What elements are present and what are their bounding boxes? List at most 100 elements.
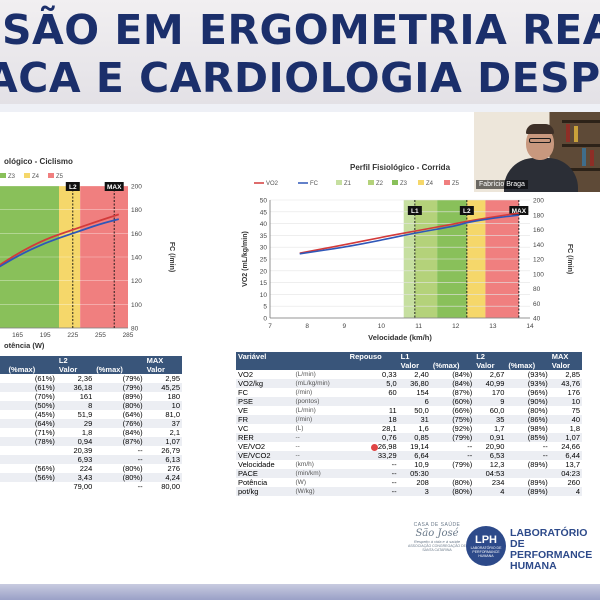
- table-header-cell: Valor: [398, 361, 431, 370]
- table-cell: 12,3: [474, 460, 507, 469]
- legend-label: Z5: [56, 174, 64, 180]
- table-cell: (79%): [430, 460, 475, 469]
- table-cell: (85%): [506, 433, 550, 442]
- table-cell: 36,80: [398, 379, 431, 388]
- y-axis-label-right: FC (/min): [168, 242, 175, 272]
- table-header-cell: (%max): [430, 361, 475, 370]
- table-row: VO2/kg (mL/kg/min) 5,0 36,80 (84%) 40,99 (93%)…: [236, 379, 582, 388]
- table-cell: --: [293, 442, 348, 451]
- x-tick-label: 12: [452, 323, 460, 330]
- table-cell: 29: [56, 419, 95, 428]
- legend-swatch: [418, 180, 424, 185]
- table-cell: 40,99: [474, 379, 507, 388]
- y-tick-label: 15: [260, 280, 268, 287]
- table-header-cell: [0, 365, 7, 374]
- table-cell: (84%): [430, 370, 475, 379]
- table-header-cell: (%max): [6, 365, 57, 374]
- book-icon: [590, 150, 594, 166]
- table-header-cell: L2: [56, 356, 95, 365]
- x-axis-label: Velocidade (km/h): [368, 333, 432, 342]
- table-cell: [0, 473, 7, 482]
- table-header-cell: [6, 356, 57, 365]
- table-header-cell: Repouso: [347, 352, 399, 361]
- table-cell: 176: [549, 388, 582, 397]
- y-tick-label: 50: [260, 198, 268, 205]
- table-cell: 40: [549, 415, 582, 424]
- table-header-cell: [236, 361, 294, 370]
- series-line-fc: [0, 218, 120, 268]
- table-row: Velocidade (km/h) -- 10,9 (79%) 12,3 (89%) 13,7: [236, 460, 582, 469]
- y-tick-label: 180: [131, 207, 142, 214]
- table-cell: 60: [347, 388, 399, 397]
- y-tick-label: 100: [131, 302, 142, 309]
- webcam-video-tile[interactable]: Fabrício Braga: [474, 112, 600, 192]
- table-cell: 04:53: [474, 469, 507, 478]
- table-cell: --: [293, 451, 348, 460]
- table-cell: [0, 446, 7, 455]
- table-cell: 19,14: [398, 442, 431, 451]
- legend-swatch: [392, 180, 398, 185]
- table-cell: (76%): [94, 419, 145, 428]
- bookshelf-icon: [562, 168, 600, 171]
- table-cell: VO2: [236, 370, 294, 379]
- logo-text: CASA DE SAÚDE: [413, 522, 461, 528]
- table-cell: (mL/kg/min): [293, 379, 348, 388]
- x-tick-label: 195: [40, 332, 51, 339]
- table-cell: (45%): [6, 410, 57, 419]
- legend-label: Z4: [32, 174, 40, 180]
- bookshelf-icon: [562, 120, 600, 123]
- table-cell: 20,90: [474, 442, 507, 451]
- legend-swatch: [0, 173, 6, 178]
- legend-swatch: [368, 180, 374, 185]
- table-header-cell: [0, 356, 7, 365]
- y-tick-label: 30: [260, 245, 268, 252]
- table-cell: FC: [236, 388, 294, 397]
- table-cell: --: [347, 469, 399, 478]
- participant-name-label: Fabrício Braga: [476, 180, 528, 189]
- table-cell: 51,9: [56, 410, 95, 419]
- x-tick-label: 11: [415, 323, 422, 330]
- table-cell: (96%): [506, 388, 550, 397]
- table-cell: (87%): [94, 437, 145, 446]
- table-cell: [347, 397, 399, 406]
- threshold-label: L2: [69, 184, 77, 191]
- table-cell: (60%): [430, 397, 475, 406]
- table-cell: 6,44: [549, 451, 582, 460]
- table-row: (71%) 1,8 (84%) 2,1: [0, 428, 182, 437]
- table-cell: [0, 392, 7, 401]
- legend-label: Z3: [8, 174, 16, 180]
- table-header-cell: [94, 356, 145, 365]
- table-cell: 04:23: [549, 469, 582, 478]
- table-cell: (L/min): [293, 406, 348, 415]
- table-cell: (pontos): [293, 397, 348, 406]
- legend-swatch: [24, 173, 30, 178]
- table-cell: --: [347, 487, 399, 496]
- running-data-table: Variável Repouso L1 L2 MAX Valor (%max) Valor(…: [236, 352, 582, 496]
- table-row: PSE (pontos) 6 (60%) 9 (90%) 10: [236, 397, 582, 406]
- table-cell: 1,6: [398, 424, 431, 433]
- table-cell: --: [430, 442, 475, 451]
- participant-hair: [526, 124, 554, 134]
- table-cell: 2,1: [144, 428, 182, 437]
- legend-label: Z4: [426, 181, 434, 187]
- table-cell: Potência: [236, 478, 294, 487]
- legend-label: Z2: [376, 181, 384, 187]
- table-cell: PACE: [236, 469, 294, 478]
- table-cell: --: [506, 451, 550, 460]
- table-cell: 154: [398, 388, 431, 397]
- table-row: (45%) 51,9 (64%) 81,0: [0, 410, 182, 419]
- table-cell: 28,1: [347, 424, 399, 433]
- table-cell: [0, 428, 7, 437]
- threshold-marker: [407, 206, 422, 215]
- y-tick-label: 80: [131, 326, 139, 333]
- table-cell: 10: [549, 397, 582, 406]
- y-tick-label: 35: [260, 233, 268, 240]
- table-cell: 2,36: [56, 374, 95, 383]
- table-cell: (61%): [6, 374, 57, 383]
- table-cell: 80,00: [144, 482, 182, 491]
- table-cell: 75: [549, 406, 582, 415]
- y-tick-label: 10: [260, 292, 268, 299]
- table-cell: (84%): [430, 379, 475, 388]
- table-cell: 45,25: [144, 383, 182, 392]
- y-tick-label: 45: [260, 209, 268, 216]
